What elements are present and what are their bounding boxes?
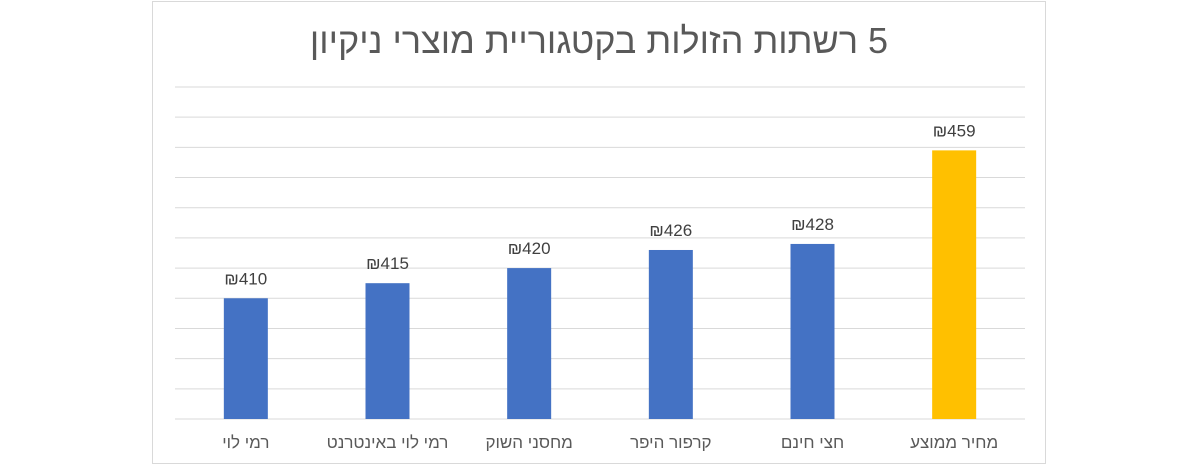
chart-area: 5 רשתות הזולות בקטגוריית מוצרי ניקיון ₪4… [152, 1, 1046, 464]
chart-title: 5 רשתות הזולות בקטגוריית מוצרי ניקיון [309, 20, 889, 61]
x-tick-label: רמי לוי באינטרנט [327, 433, 449, 452]
data-label: ₪459 [933, 121, 976, 140]
bar [790, 243, 835, 419]
bar [648, 249, 693, 419]
x-tick-label: מחסני השוק [485, 433, 572, 452]
x-tick-label: חצי חינם [781, 433, 844, 452]
bar [223, 298, 268, 419]
bar [932, 150, 977, 419]
data-label: ₪428 [791, 215, 834, 234]
data-label: ₪410 [224, 269, 267, 288]
x-tick-label: מחיר ממוצע [910, 433, 998, 452]
bar [507, 268, 552, 419]
bar [365, 283, 410, 419]
data-label: ₪420 [508, 239, 551, 258]
data-label: ₪426 [649, 221, 692, 240]
data-label: ₪415 [366, 254, 409, 273]
x-tick-label: רמי לוי [222, 433, 269, 452]
plot-area: ₪459 מחיר ממוצע ₪428 חצי חינם ₪426 קרפור היפר… [175, 86, 1025, 452]
x-tick-label: קרפור היפר [630, 433, 712, 452]
